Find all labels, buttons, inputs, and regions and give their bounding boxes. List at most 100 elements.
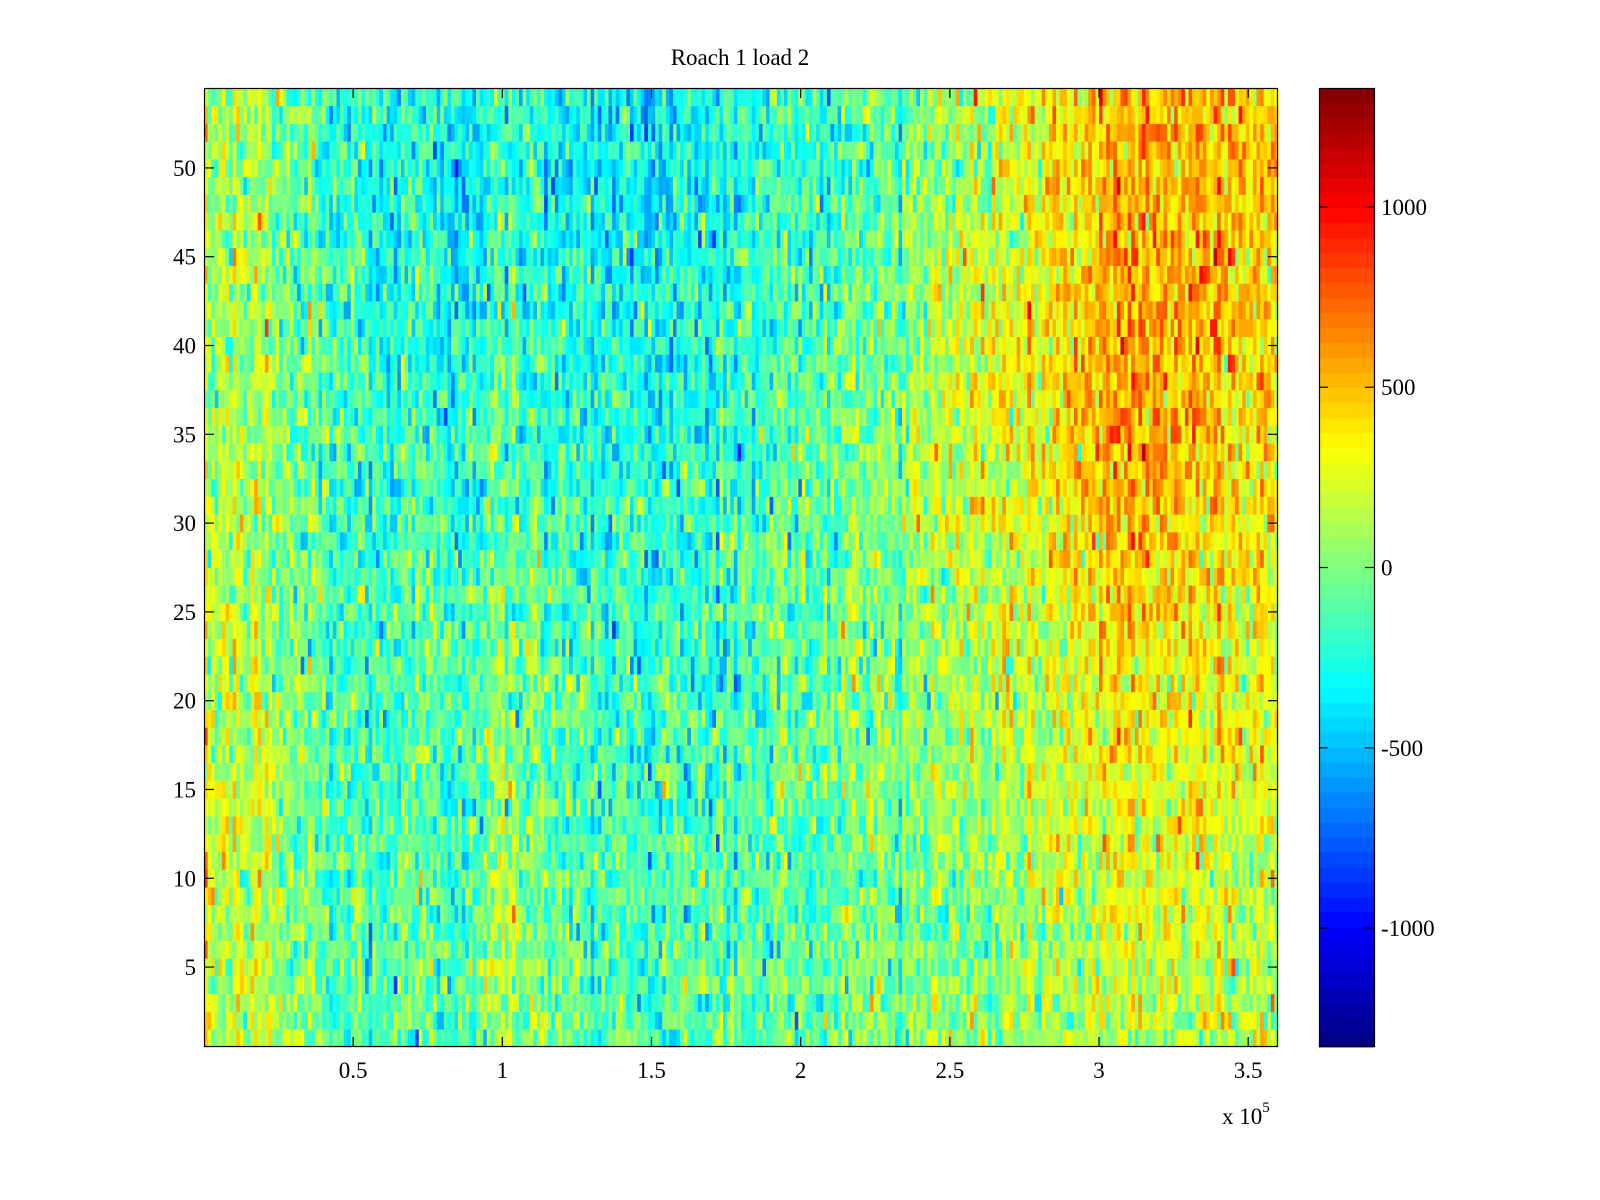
heatmap-cell <box>687 1029 692 1048</box>
heatmap-cell <box>332 780 337 799</box>
heatmap-cell <box>622 1029 627 1048</box>
heatmap-cell <box>655 922 660 941</box>
heatmap-cell <box>816 887 821 906</box>
heatmap-cell <box>637 940 642 959</box>
heatmap-cell <box>325 1029 330 1048</box>
heatmap-cell <box>1081 975 1086 995</box>
heatmap-cell <box>254 851 259 870</box>
heatmap-cell <box>554 869 559 888</box>
heatmap-cell <box>959 869 964 888</box>
heatmap-cell <box>669 1011 674 1030</box>
heatmap-cell <box>279 851 284 870</box>
heatmap-cell <box>977 993 982 1012</box>
heatmap-cell <box>809 869 813 888</box>
heatmap-cell <box>776 904 781 924</box>
heatmap-cell <box>579 940 584 959</box>
heatmap-cell <box>229 745 233 764</box>
heatmap-cell <box>594 922 599 941</box>
heatmap-cell <box>1195 904 1200 924</box>
heatmap-cell <box>404 816 409 835</box>
heatmap-cell <box>988 798 992 817</box>
heatmap-cell <box>787 851 792 870</box>
heatmap-cell <box>1099 904 1103 924</box>
heatmap-cell <box>683 993 688 1012</box>
heatmap-cell <box>690 1011 695 1030</box>
heatmap-cell <box>221 940 226 959</box>
heatmap-cell <box>1124 887 1128 906</box>
heatmap-cell <box>633 833 638 852</box>
heatmap-cell <box>934 816 939 835</box>
heatmap-cell <box>1209 869 1214 888</box>
heatmap-cell <box>640 922 645 941</box>
heatmap-cell <box>1027 816 1032 835</box>
heatmap-cell <box>869 887 874 906</box>
heatmap-cell <box>551 745 556 764</box>
heatmap-cell <box>272 762 276 781</box>
heatmap-cell <box>279 798 284 817</box>
heatmap-cell <box>540 816 545 835</box>
heatmap-cell <box>1220 851 1225 870</box>
heatmap-cell <box>798 816 803 835</box>
heatmap-cell <box>612 869 617 888</box>
heatmap-cell <box>350 762 355 781</box>
heatmap-cell <box>526 798 531 817</box>
heatmap-cell <box>1267 922 1272 941</box>
heatmap-cell <box>239 922 244 941</box>
heatmap-cell <box>508 745 513 764</box>
heatmap-cell <box>1034 816 1039 835</box>
heatmap-cell <box>809 940 813 959</box>
heatmap-cell <box>844 745 849 764</box>
heatmap-cell <box>798 833 803 852</box>
heatmap-cell <box>962 869 967 888</box>
heatmap-cell <box>816 762 821 781</box>
heatmap-cell <box>816 1029 821 1048</box>
heatmap-cell <box>916 869 921 888</box>
heatmap-cell <box>390 975 395 995</box>
heatmap-cell <box>1016 975 1021 995</box>
heatmap-cell <box>816 869 821 888</box>
heatmap-cell <box>608 833 613 852</box>
heatmap-cell <box>293 745 298 764</box>
heatmap-cell <box>941 851 946 870</box>
heatmap-cell <box>927 958 932 977</box>
heatmap-cell <box>411 993 416 1012</box>
heatmap-cell <box>694 869 699 888</box>
heatmap-cell <box>930 940 935 959</box>
heatmap-cell <box>1048 762 1053 781</box>
heatmap-cell <box>952 851 957 870</box>
heatmap-cell <box>1020 922 1025 941</box>
heatmap-cell <box>1174 940 1179 959</box>
heatmap-cell <box>1242 904 1247 924</box>
heatmap-cell <box>1167 975 1171 995</box>
heatmap-cell <box>1152 816 1157 835</box>
heatmap-cell <box>440 993 445 1012</box>
heatmap-cell <box>730 904 735 924</box>
heatmap-cell <box>583 975 588 995</box>
heatmap-cell <box>805 922 810 941</box>
heatmap-cell <box>859 1011 864 1030</box>
heatmap-cell <box>1227 904 1232 924</box>
heatmap-cell <box>683 940 688 959</box>
heatmap-cell <box>1149 940 1154 959</box>
heatmap-cell <box>819 798 824 817</box>
heatmap-cell <box>544 798 549 817</box>
heatmap-cell <box>1274 798 1279 817</box>
heatmap-cell <box>694 798 699 817</box>
heatmap-cell <box>798 869 803 888</box>
heatmap-cell <box>465 851 470 870</box>
heatmap-cell <box>851 851 856 870</box>
heatmap-cell <box>1113 816 1118 835</box>
heatmap-cell <box>440 833 445 852</box>
heatmap-cell <box>325 833 330 852</box>
heatmap-cell <box>1059 940 1064 959</box>
heatmap-cell <box>497 762 502 781</box>
heatmap-cell <box>1263 816 1268 835</box>
heatmap-cell <box>1027 833 1032 852</box>
heatmap-cell <box>941 975 946 995</box>
heatmap-cell <box>630 940 634 959</box>
heatmap-cell <box>909 958 914 977</box>
heatmap-cell <box>383 798 387 817</box>
heatmap-cell <box>737 762 742 781</box>
heatmap-cell <box>894 975 899 995</box>
heatmap-cell <box>408 869 412 888</box>
